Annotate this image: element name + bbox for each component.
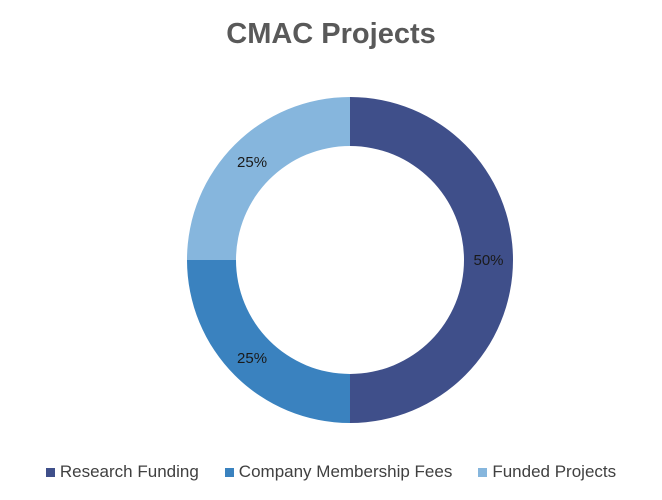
donut-slice-research-funding bbox=[350, 97, 513, 423]
data-label: 25% bbox=[237, 350, 267, 367]
data-label: 50% bbox=[473, 252, 503, 269]
chart-title: CMAC Projects bbox=[226, 18, 436, 50]
data-label: 25% bbox=[237, 154, 267, 171]
legend-swatch bbox=[45, 467, 55, 477]
legend-item: Research Funding bbox=[45, 462, 199, 482]
donut-slice-company-membership-fees bbox=[187, 260, 350, 423]
donut-chart: 50% 25% 25% bbox=[187, 97, 513, 423]
legend-label: Research Funding bbox=[59, 462, 199, 481]
legend-label: Funded Projects bbox=[492, 462, 617, 481]
chart-legend: Research Funding Company Membership Fees F… bbox=[0, 462, 662, 482]
legend-item: Funded Projects bbox=[478, 462, 616, 482]
legend-swatch bbox=[224, 467, 234, 477]
legend-item: Company Membership Fees bbox=[224, 462, 453, 482]
legend-swatch bbox=[478, 467, 488, 477]
donut-slice-funded-projects bbox=[187, 97, 350, 260]
legend-label: Company Membership Fees bbox=[238, 462, 453, 481]
